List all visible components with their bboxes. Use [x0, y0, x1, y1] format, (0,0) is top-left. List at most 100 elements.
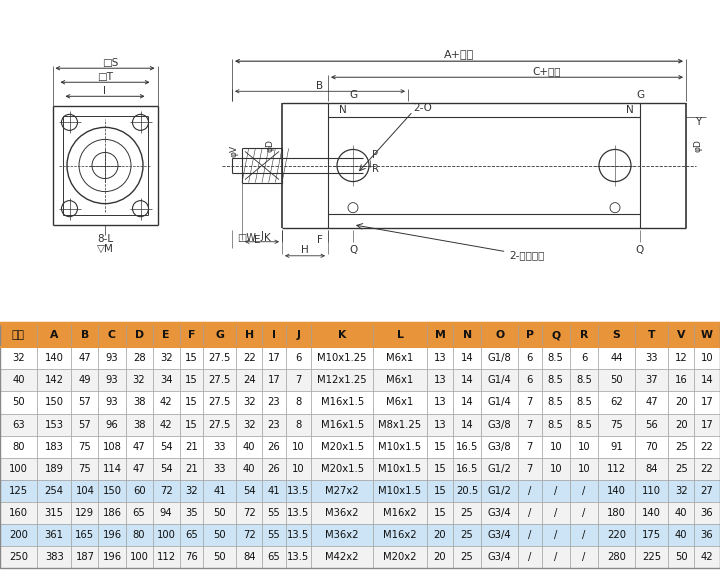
- Bar: [286, 323, 311, 347]
- Text: /: /: [528, 552, 531, 562]
- Bar: [635, 347, 668, 369]
- Bar: [180, 524, 203, 546]
- Bar: [541, 546, 570, 568]
- Bar: [0, 414, 37, 436]
- Text: 183: 183: [45, 441, 63, 452]
- Bar: [0, 524, 37, 546]
- Text: 36: 36: [701, 530, 714, 540]
- Bar: [570, 436, 598, 458]
- Text: 91: 91: [611, 441, 623, 452]
- Bar: [99, 347, 125, 369]
- Bar: [0, 391, 37, 414]
- Bar: [668, 502, 694, 524]
- Bar: [37, 524, 71, 546]
- Bar: [286, 414, 311, 436]
- Bar: [373, 436, 427, 458]
- Text: 28: 28: [132, 353, 145, 364]
- Text: 62: 62: [611, 398, 623, 407]
- Text: 25: 25: [461, 508, 474, 518]
- Bar: [694, 546, 720, 568]
- Text: K: K: [338, 330, 346, 340]
- Text: 65: 65: [267, 552, 280, 562]
- Text: Q: Q: [636, 245, 644, 255]
- Text: M10x1.5: M10x1.5: [379, 486, 422, 496]
- Text: 27.5: 27.5: [209, 353, 231, 364]
- Text: 200: 200: [9, 530, 28, 540]
- Text: 32: 32: [675, 486, 688, 496]
- Text: 49: 49: [78, 376, 91, 385]
- Bar: [0, 347, 37, 369]
- Text: 142: 142: [45, 376, 63, 385]
- Bar: [37, 436, 71, 458]
- Bar: [635, 502, 668, 524]
- Bar: [203, 323, 236, 347]
- Bar: [481, 524, 518, 546]
- Bar: [518, 524, 541, 546]
- Bar: [635, 369, 668, 391]
- Text: G1/2: G1/2: [487, 464, 512, 474]
- Text: M16x1.5: M16x1.5: [320, 419, 364, 429]
- Text: C+行程: C+行程: [533, 66, 562, 76]
- Bar: [541, 369, 570, 391]
- Bar: [481, 546, 518, 568]
- Bar: [518, 414, 541, 436]
- Text: 140: 140: [45, 353, 63, 364]
- Bar: [262, 524, 286, 546]
- Text: 196: 196: [102, 552, 122, 562]
- Text: 10: 10: [292, 464, 305, 474]
- Bar: [694, 502, 720, 524]
- Text: 32: 32: [243, 398, 256, 407]
- Text: 72: 72: [243, 508, 256, 518]
- Bar: [286, 524, 311, 546]
- Bar: [518, 391, 541, 414]
- Bar: [203, 347, 236, 369]
- Bar: [71, 347, 99, 369]
- Text: 76: 76: [185, 552, 198, 562]
- Text: 13: 13: [433, 419, 446, 429]
- Bar: [37, 414, 71, 436]
- Bar: [598, 479, 635, 502]
- Text: 150: 150: [45, 398, 63, 407]
- Bar: [262, 414, 286, 436]
- Text: 94: 94: [160, 508, 173, 518]
- Text: 72: 72: [160, 486, 173, 496]
- Bar: [570, 546, 598, 568]
- Bar: [99, 458, 125, 479]
- Bar: [373, 502, 427, 524]
- Bar: [153, 458, 180, 479]
- Bar: [541, 391, 570, 414]
- Text: 14: 14: [461, 376, 473, 385]
- Text: 100: 100: [157, 530, 176, 540]
- Bar: [694, 436, 720, 458]
- Text: R: R: [372, 163, 379, 174]
- Text: 112: 112: [156, 552, 176, 562]
- Text: 14: 14: [461, 419, 473, 429]
- Bar: [37, 546, 71, 568]
- Bar: [481, 323, 518, 347]
- Text: 65: 65: [132, 508, 145, 518]
- Bar: [427, 391, 453, 414]
- Bar: [180, 347, 203, 369]
- Text: M6x1: M6x1: [387, 376, 413, 385]
- Text: 20: 20: [433, 530, 446, 540]
- Text: M42x2: M42x2: [325, 552, 359, 562]
- Bar: [311, 369, 373, 391]
- Text: 7: 7: [526, 464, 533, 474]
- Bar: [262, 323, 286, 347]
- Bar: [71, 436, 99, 458]
- Text: /: /: [582, 530, 585, 540]
- Bar: [71, 546, 99, 568]
- Text: 140: 140: [642, 508, 661, 518]
- Text: E: E: [163, 330, 170, 340]
- Bar: [541, 502, 570, 524]
- Bar: [570, 479, 598, 502]
- Bar: [427, 347, 453, 369]
- Text: 153: 153: [45, 419, 63, 429]
- Text: /: /: [582, 508, 585, 518]
- Text: 84: 84: [243, 552, 256, 562]
- Bar: [203, 414, 236, 436]
- Bar: [373, 347, 427, 369]
- Bar: [262, 436, 286, 458]
- Text: 8.5: 8.5: [576, 398, 592, 407]
- Text: V: V: [677, 330, 685, 340]
